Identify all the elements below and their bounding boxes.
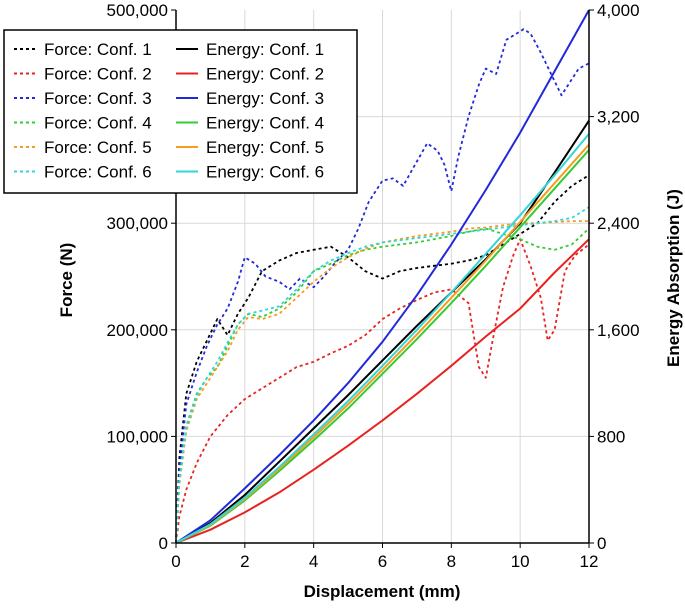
- legend-label-force-6: Force: Conf. 6: [44, 163, 152, 182]
- y-left-tick-label: 500,000: [107, 1, 168, 20]
- legend-label-energy-4: Energy: Conf. 4: [206, 114, 324, 133]
- y-right-tick-label: 4,000: [597, 1, 640, 20]
- y-left-tick-label: 100,000: [107, 427, 168, 446]
- y-left-axis-title: Force (N): [57, 243, 76, 318]
- y-left-tick-label: 300,000: [107, 214, 168, 233]
- energy-series-line-5: [175, 143, 590, 544]
- energy-series-line-4: [175, 149, 590, 544]
- y-right-tick-label: 3,200: [597, 108, 640, 127]
- x-axis-title: Displacement (mm): [304, 582, 461, 601]
- legend-label-force-1: Force: Conf. 1: [44, 40, 152, 59]
- ticks-layer: 0 2 4 6 8 10 120100,000200,000300,000500,00008…: [107, 1, 640, 571]
- energy-series-line-3: [175, 9, 590, 544]
- legend-label-force-5: Force: Conf. 5: [44, 138, 152, 157]
- legend-label-energy-3: Energy: Conf. 3: [206, 89, 324, 108]
- x-tick-label: 4: [309, 552, 318, 571]
- legend-label-energy-5: Energy: Conf. 5: [206, 138, 324, 157]
- legend-label-force-4: Force: Conf. 4: [44, 114, 152, 133]
- series-layer: [175, 9, 590, 544]
- legend-label-energy-2: Energy: Conf. 2: [206, 65, 324, 84]
- energy-series-line-6: [175, 133, 590, 544]
- energy-series-line-2: [175, 238, 590, 544]
- x-tick-label: 2: [240, 552, 249, 571]
- y-right-tick-label: 2,400: [597, 214, 640, 233]
- y-left-tick-label: 200,000: [107, 321, 168, 340]
- y-right-tick-label: 0: [597, 534, 606, 553]
- legend-box: [3, 29, 358, 194]
- legend-label-energy-6: Energy: Conf. 6: [206, 163, 324, 182]
- y-right-axis-title: Energy Absorption (J): [664, 189, 683, 367]
- x-tick-label: 0: [171, 552, 180, 571]
- legend-label-force-2: Force: Conf. 2: [44, 65, 152, 84]
- y-right-tick-label: 800: [597, 427, 625, 446]
- x-tick-label: 8: [447, 552, 456, 571]
- force-series-line-5: [175, 220, 589, 544]
- legend-label-force-3: Force: Conf. 3: [44, 89, 152, 108]
- y-right-tick-label: 1,600: [597, 321, 640, 340]
- y-left-tick-label: 0: [159, 534, 168, 553]
- force-series-line-3: [175, 28, 590, 544]
- x-tick-label: 6: [378, 552, 387, 571]
- x-tick-label: 10: [511, 552, 530, 571]
- x-tick-label: 12: [580, 552, 599, 571]
- legend-label-energy-1: Energy: Conf. 1: [206, 40, 324, 59]
- legend: Force: Conf. 1 Force: Conf. 2 Force: Conf.…: [3, 29, 358, 194]
